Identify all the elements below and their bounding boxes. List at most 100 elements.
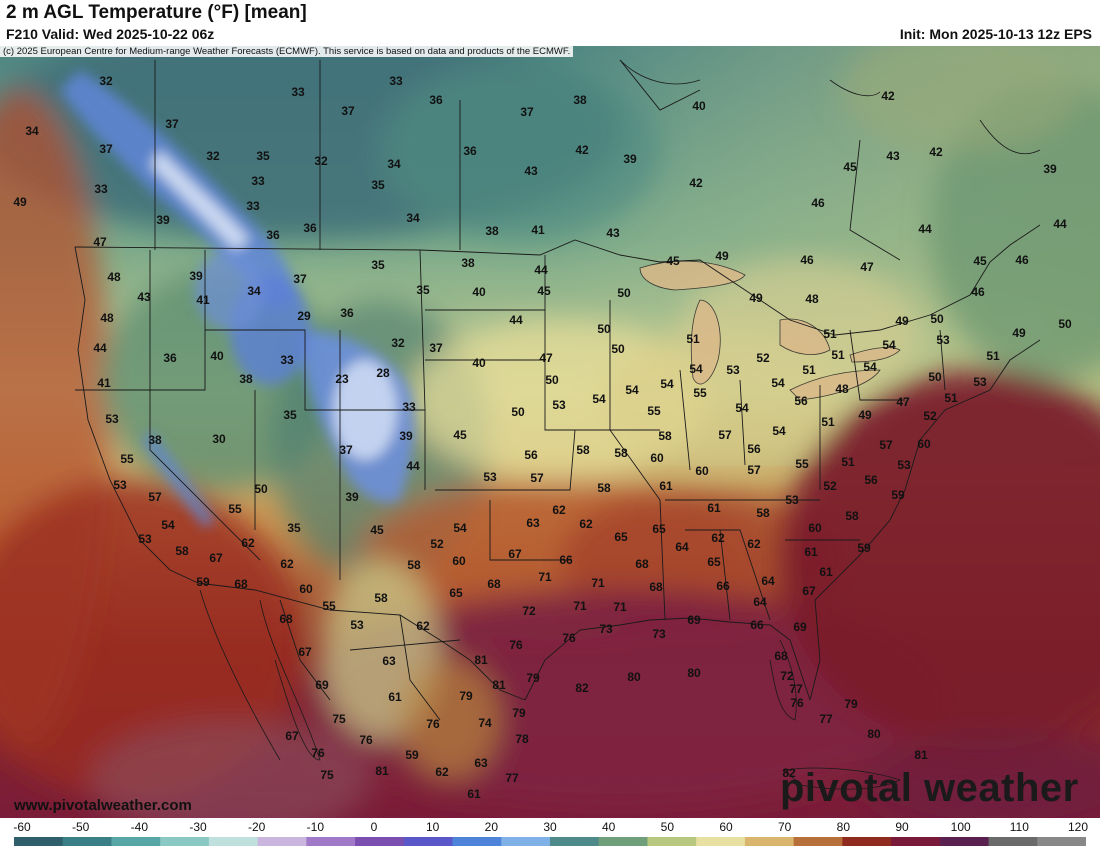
temperature-label: 55 [693,386,707,400]
temperature-label: 49 [749,291,763,305]
temperature-label: 50 [611,342,625,356]
temperature-label: 57 [718,428,732,442]
colorbar-tick-label: 0 [370,820,378,834]
temperature-label: 73 [599,622,613,636]
temperature-label: 50 [617,286,631,300]
temperature-label: 29 [297,309,311,323]
temperature-label: 41 [531,223,545,237]
temperature-label: 44 [509,313,523,327]
temperature-label: 55 [228,502,242,516]
temperature-label: 72 [780,669,794,683]
colorbar: -60 -50 -40 -30 -20 -10 0 10 20 30 40 50 60 70 80 90 100… [0,818,1100,850]
temperature-label: 58 [407,558,421,572]
temperature-label: 37 [520,105,534,119]
temperature-label: 52 [756,351,770,365]
temperature-label: 38 [148,433,162,447]
temperature-label: 82 [575,681,589,695]
temperature-label: 71 [573,599,587,613]
temperature-label: 39 [399,429,413,443]
temperature-label: 60 [917,437,931,451]
temperature-label: 34 [25,124,39,138]
temperature-label: 33 [246,199,260,213]
colorbar-swatch [891,837,941,846]
colorbar-swatch [598,837,648,846]
temperature-label: 39 [623,152,637,166]
temperature-label: 37 [341,104,355,118]
temperature-label: 62 [711,531,725,545]
temperature-label: 51 [831,348,845,362]
colorbar-swatch [257,837,307,846]
temperature-label: 53 [552,398,566,412]
temperature-label: 55 [647,404,661,418]
temperature-label: 56 [524,448,538,462]
colorbar-swatch [988,837,1038,846]
colorbar-tick-label: 10 [425,820,440,834]
temperature-label: 56 [864,473,878,487]
temperature-label: 61 [467,787,481,801]
temperature-label: 50 [597,322,611,336]
brand-logo: pivotal weather [780,766,1079,810]
temperature-label: 45 [370,523,384,537]
temperature-label: 39 [189,269,203,283]
temperature-label: 53 [785,493,799,507]
temperature-label: 61 [659,479,673,493]
temperature-label: 50 [254,482,268,496]
temperature-label: 44 [918,222,932,236]
temperature-label: 75 [320,768,334,782]
temperature-label: 62 [552,503,566,517]
colorbar-swatch [842,837,892,846]
temperature-label: 43 [886,149,900,163]
temperature-label: 52 [923,409,937,423]
temperature-label: 63 [526,516,540,530]
temperature-label: 34 [387,157,401,171]
temperature-label: 56 [794,394,808,408]
temperature-label: 35 [371,178,385,192]
temperature-label: 37 [293,272,307,286]
header-bar: 2 m AGL Temperature (°F) [mean] F210 Val… [0,0,1100,46]
temperature-label: 51 [986,349,1000,363]
temperature-label: 76 [562,631,576,645]
colorbar-tick-label: 80 [836,820,851,834]
temperature-label: 33 [94,182,108,196]
temperature-label: 47 [539,351,553,365]
temperature-label: 50 [511,405,525,419]
temperature-label: 37 [99,142,113,156]
colorbar-tick-label: -50 [71,820,90,834]
temperature-label: 45 [666,254,680,268]
colorbar-tick-label: 20 [484,820,499,834]
temperature-label: 46 [971,285,985,299]
colorbar-tick-label: 110 [1009,820,1029,834]
temperature-label: 52 [823,479,837,493]
temperature-label: 60 [808,521,822,535]
temperature-label: 69 [687,613,701,627]
temperature-label: 52 [430,537,444,551]
temperature-label: 68 [635,557,649,571]
temperature-map[interactable]: 32 33 33 36 38 40 42 37 37 34 37 37 32 35 32 34 36 42 39 43… [0,46,1100,818]
temperature-label: 53 [350,618,364,632]
temperature-label: 76 [426,717,440,731]
temperature-label: 42 [689,176,703,190]
temperature-label: 49 [895,314,909,328]
temperature-label: 76 [359,733,373,747]
temperature-label: 45 [843,160,857,174]
temperature-label: 50 [1058,317,1072,331]
temperature-label: 44 [93,341,107,355]
temperature-label: 80 [687,666,701,680]
temperature-label: 36 [163,351,177,365]
temperature-label: 43 [606,226,620,240]
temperature-label: 44 [1053,217,1067,231]
temperature-label: 65 [652,522,666,536]
temperature-label: 64 [761,574,775,588]
temperature-label: 60 [650,451,664,465]
temperature-label: 30 [212,432,226,446]
temperature-label: 61 [707,501,721,515]
website-link[interactable]: www.pivotalweather.com [14,797,192,814]
temperature-label: 48 [805,292,819,306]
temperature-label: 67 [508,547,522,561]
temperature-label: 40 [472,285,486,299]
colorbar-swatch [647,837,697,846]
temperature-label: 54 [772,424,786,438]
temperature-label: 39 [156,213,170,227]
temperature-label: 68 [774,649,788,663]
temperature-label: 75 [332,712,346,726]
